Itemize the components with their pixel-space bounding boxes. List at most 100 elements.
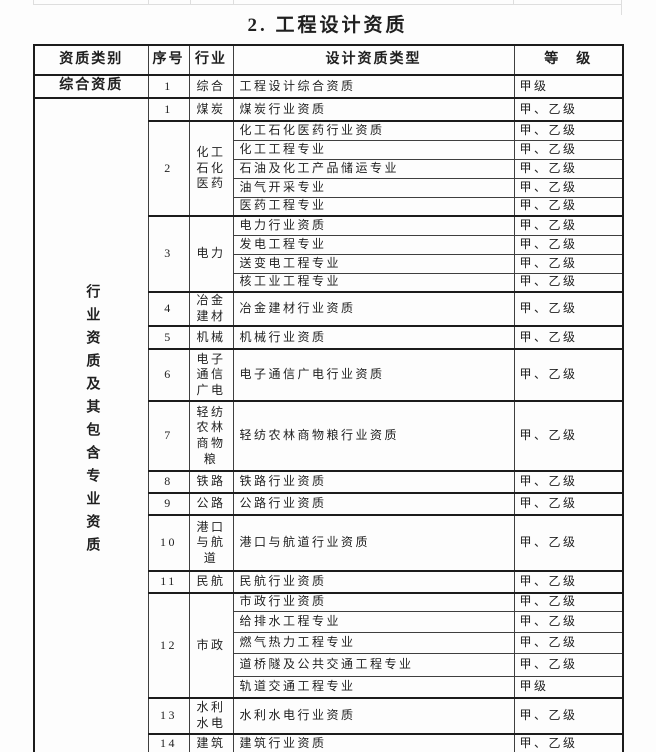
ghost-gridline-vertical bbox=[190, 0, 191, 4]
type-cell: 机械行业资质 bbox=[232, 325, 515, 350]
index-cell: 6 bbox=[147, 348, 190, 402]
type-cell: 道桥隧及公共交通工程专业 bbox=[232, 652, 515, 677]
grade-cell: 甲、乙级 bbox=[513, 177, 624, 198]
index-cell: 9 bbox=[147, 492, 190, 516]
table-row: 石油及化工产品储运专业 甲、乙级 bbox=[34, 158, 624, 179]
industry-cell: 水利 水电 bbox=[188, 697, 234, 735]
grade-cell: 甲、乙级 bbox=[513, 120, 624, 141]
type-cell: 电子通信广电行业资质 bbox=[232, 348, 515, 402]
index-cell: 14 bbox=[147, 733, 190, 752]
grade-cell: 甲、乙级 bbox=[513, 97, 624, 122]
table-row: 5 机械 机械行业资质 甲、乙级 bbox=[34, 325, 624, 350]
grade-cell: 甲、乙级 bbox=[513, 325, 624, 350]
table-row: 12 市政 市政行业资质 甲、乙级 bbox=[34, 592, 624, 699]
table-row: 4 冶金 建材 冶金建材行业资质 甲、乙级 bbox=[34, 291, 624, 327]
type-cell: 油气开采专业 bbox=[232, 177, 515, 198]
header-industry: 行业 bbox=[188, 44, 234, 76]
grade-cell: 甲级 bbox=[513, 675, 624, 699]
table-row: 7 轻纺 农林 商物 粮 轻纺农林商物粮行业资质 甲、乙级 bbox=[34, 400, 624, 472]
type-cell: 给排水工程专业 bbox=[232, 610, 515, 633]
header-row: 资质类别 序号 行业 设计资质类型 等 级 bbox=[33, 44, 624, 76]
type-cell: 铁路行业资质 bbox=[232, 470, 515, 494]
table-row: 道桥隧及公共交通工程专业 甲、乙级 bbox=[34, 652, 624, 677]
type-cell: 冶金建材行业资质 bbox=[232, 291, 515, 327]
type-cell: 送变电工程专业 bbox=[232, 253, 515, 274]
header-no: 序号 bbox=[147, 44, 190, 76]
index-cell: 3 bbox=[147, 215, 190, 293]
industry-cell: 电子 通信 广电 bbox=[188, 348, 234, 402]
grade-cell: 甲级 bbox=[513, 74, 624, 99]
qualification-table: 资质类别 序号 行业 设计资质类型 等 级 综合资质 1 综合 工程设计综合资质… bbox=[33, 44, 624, 752]
grade-cell: 甲、乙级 bbox=[513, 470, 624, 494]
type-cell: 轻纺农林商物粮行业资质 bbox=[232, 400, 515, 472]
header-type: 设计资质类型 bbox=[232, 44, 515, 76]
industry-cell: 电力 bbox=[188, 215, 234, 293]
index-cell: 1 bbox=[147, 97, 190, 122]
type-cell: 公路行业资质 bbox=[232, 492, 515, 516]
header-grade: 等 级 bbox=[513, 44, 624, 76]
index-cell: 5 bbox=[147, 325, 190, 350]
index-cell: 12 bbox=[147, 592, 190, 699]
industry-cell: 煤炭 bbox=[188, 97, 234, 122]
grade-cell: 甲、乙级 bbox=[513, 158, 624, 179]
industry-cell: 冶金 建材 bbox=[188, 291, 234, 327]
grade-cell: 甲、乙级 bbox=[513, 514, 624, 572]
ghost-gridline-vertical bbox=[233, 0, 234, 4]
grade-cell: 甲、乙级 bbox=[513, 253, 624, 274]
type-cell: 化工石化医药行业资质 bbox=[232, 120, 515, 141]
type-cell: 工程设计综合资质 bbox=[232, 74, 515, 99]
type-cell: 石油及化工产品储运专业 bbox=[232, 158, 515, 179]
table-row: 10 港口 与航 道 港口与航道行业资质 甲、乙级 bbox=[34, 514, 624, 572]
index-cell: 11 bbox=[147, 570, 190, 594]
grade-cell: 甲、乙级 bbox=[513, 570, 624, 594]
category-vertical-label: 行业资质及其包含专业资质 bbox=[84, 284, 100, 561]
type-cell: 水利水电行业资质 bbox=[232, 697, 515, 735]
industry-cell: 轻纺 农林 商物 粮 bbox=[188, 400, 234, 472]
table-row-comprehensive: 综合资质 1 综合 工程设计综合资质 甲级 bbox=[33, 74, 624, 99]
type-cell: 煤炭行业资质 bbox=[232, 97, 515, 122]
industry-cell: 市政 bbox=[188, 592, 234, 699]
grade-cell: 甲、乙级 bbox=[513, 196, 624, 217]
industry-cell: 民航 bbox=[188, 570, 234, 594]
industry-cell: 港口 与航 道 bbox=[188, 514, 234, 572]
header-category: 资质类别 bbox=[33, 44, 149, 76]
grade-cell: 甲、乙级 bbox=[513, 610, 624, 633]
grade-cell: 甲、乙级 bbox=[513, 697, 624, 735]
category-cell: 综合资质 bbox=[33, 74, 149, 99]
index-cell: 2 bbox=[147, 120, 190, 217]
index-cell: 10 bbox=[147, 514, 190, 572]
industry-cell: 化工 石化 医药 bbox=[188, 120, 234, 217]
grade-cell: 甲、乙级 bbox=[513, 592, 624, 612]
table-title: 2. 工程设计资质 bbox=[247, 15, 408, 36]
grade-cell: 甲、乙级 bbox=[513, 631, 624, 654]
grade-cell: 甲、乙级 bbox=[513, 652, 624, 677]
type-cell: 轨道交通工程专业 bbox=[232, 675, 515, 699]
industry-cell: 建筑 bbox=[188, 733, 234, 752]
type-cell: 电力行业资质 bbox=[232, 215, 515, 236]
type-cell: 建筑行业资质 bbox=[232, 733, 515, 752]
industry-cell: 综合 bbox=[188, 74, 234, 99]
type-cell: 核工业工程专业 bbox=[232, 272, 515, 293]
table-row: 11 民航 民航行业资质 甲、乙级 bbox=[34, 570, 624, 594]
table-row: 发电工程专业 甲、乙级 bbox=[34, 234, 624, 255]
grade-cell: 甲、乙级 bbox=[513, 272, 624, 293]
category-cell-industry-block: 行业资质及其包含专业资质 bbox=[33, 97, 149, 752]
grade-cell: 甲、乙级 bbox=[513, 215, 624, 236]
table-row: 送变电工程专业 甲、乙级 bbox=[34, 253, 624, 274]
type-cell: 发电工程专业 bbox=[232, 234, 515, 255]
industry-cell: 机械 bbox=[188, 325, 234, 350]
grade-cell: 甲、乙级 bbox=[513, 139, 624, 160]
index-cell: 13 bbox=[147, 697, 190, 735]
ghost-gridline-vertical bbox=[148, 0, 149, 4]
ghost-gridline-vertical bbox=[513, 0, 514, 4]
index-cell: 1 bbox=[147, 74, 190, 99]
grade-cell: 甲、乙级 bbox=[513, 492, 624, 516]
table-row: 油气开采专业 甲、乙级 bbox=[34, 177, 624, 198]
ghost-gridline-vertical bbox=[33, 0, 34, 4]
type-cell: 港口与航道行业资质 bbox=[232, 514, 515, 572]
index-cell: 7 bbox=[147, 400, 190, 472]
type-cell: 医药工程专业 bbox=[232, 196, 515, 217]
table-row: 9 公路 公路行业资质 甲、乙级 bbox=[34, 492, 624, 516]
industry-cell: 公路 bbox=[188, 492, 234, 516]
